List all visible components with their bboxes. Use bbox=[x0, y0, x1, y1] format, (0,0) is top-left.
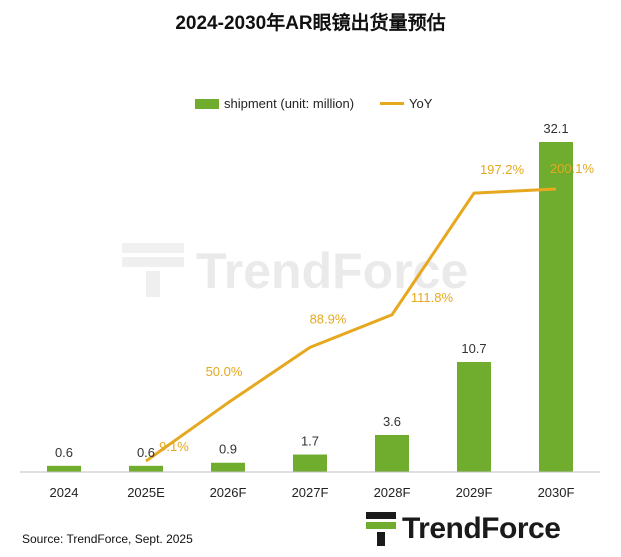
bar-2028F bbox=[375, 434, 409, 472]
bar-2025E bbox=[129, 465, 163, 472]
bar-value-label-2027F: 1.7 bbox=[301, 434, 319, 449]
x-tick-label-2026F: 2026F bbox=[210, 485, 247, 500]
x-tick-label-2024: 2024 bbox=[50, 485, 79, 500]
bar-2024 bbox=[47, 465, 81, 472]
bar-value-label-2030F: 32.1 bbox=[543, 121, 568, 136]
x-tick-label-2030F: 2030F bbox=[538, 485, 575, 500]
legend-item-shipment: shipment (unit: million) bbox=[195, 96, 354, 111]
chart-legend: shipment (unit: million) YoY bbox=[195, 96, 458, 111]
bar-value-label-2024: 0.6 bbox=[55, 445, 73, 460]
logo-text: TrendForce bbox=[402, 512, 561, 545]
x-tick-label-2029F: 2029F bbox=[456, 485, 493, 500]
watermark-logo-icon bbox=[122, 243, 184, 297]
bar-value-label-2028F: 3.6 bbox=[383, 414, 401, 429]
yoy-label-2026F: 50.0% bbox=[206, 364, 243, 379]
x-tick-label-2027F: 2027F bbox=[292, 485, 329, 500]
yoy-label-2030F: 200.1% bbox=[550, 161, 595, 176]
trendforce-logo: TrendForce bbox=[366, 512, 561, 546]
yoy-line bbox=[145, 187, 557, 463]
yoy-label-2027F: 88.9% bbox=[310, 311, 347, 326]
yoy-label-2029F: 197.2% bbox=[480, 162, 525, 177]
legend-label-shipment: shipment (unit: million) bbox=[224, 96, 355, 111]
legend-item-yoy: YoY bbox=[380, 96, 432, 111]
bar-2029F bbox=[457, 362, 491, 472]
bar-value-label-2026F: 0.9 bbox=[219, 442, 237, 457]
x-tick-label-2025E: 2025E bbox=[127, 485, 165, 500]
legend-bar-swatch bbox=[195, 98, 219, 109]
source-note: Source: TrendForce, Sept. 2025 bbox=[22, 532, 193, 546]
bar-value-label-2029F: 10.7 bbox=[461, 341, 486, 356]
bar-2026F bbox=[211, 462, 245, 472]
yoy-label-2028F: 111.8% bbox=[411, 290, 454, 305]
chart-title: 2024-2030年AR眼镜出货量预估 bbox=[175, 13, 446, 34]
legend-line-swatch bbox=[380, 102, 405, 105]
bar-2027F bbox=[293, 454, 327, 472]
bar-2030F bbox=[539, 142, 573, 472]
bar-value-label-2025E: 0.6 bbox=[137, 445, 155, 460]
x-tick-label-2028F: 2028F bbox=[374, 485, 411, 500]
legend-label-yoy: YoY bbox=[409, 96, 433, 111]
trendforce-logo-icon bbox=[366, 512, 396, 546]
yoy-label-2025E: 9.1% bbox=[159, 439, 189, 454]
